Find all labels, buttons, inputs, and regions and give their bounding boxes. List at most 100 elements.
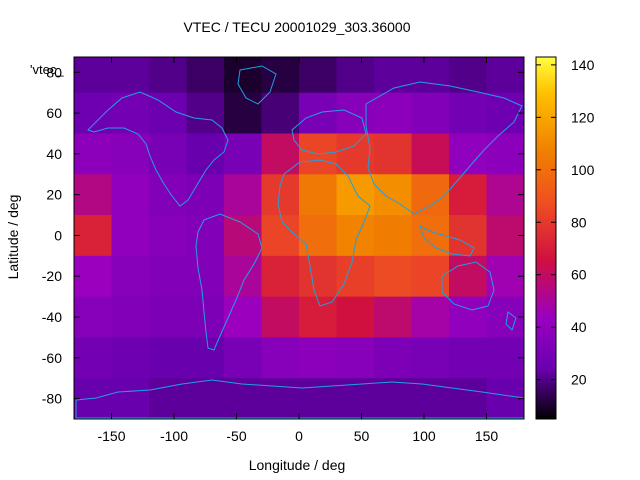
heatmap-cell [74,215,112,257]
heatmap-cell [336,57,375,94]
x-tick-label: -50 [226,428,246,444]
heatmap-cell [149,378,187,420]
heatmap-cell [486,215,524,257]
coast-new-zealand [505,311,517,331]
coast-greenland [237,65,277,105]
x-axis-ticks: -150 -100 -50 0 50 100 150 [97,57,498,444]
heatmap-cell [74,92,112,134]
heatmap-cell [111,255,150,298]
heatmap-cell [299,57,337,94]
heatmap-cell [449,255,487,298]
heatmap-cell [299,174,337,216]
heatmap-cell [449,57,487,94]
heatmap-cell [374,296,412,338]
heatmap-cell [261,92,300,134]
heatmap-cell [224,337,262,379]
heatmap-cell [261,174,300,216]
heatmap-cell [186,57,225,94]
heatmap-cell [224,133,262,175]
colorbar-tick-label: 80 [571,214,587,230]
heatmap-cell [374,378,412,420]
heatmap-cell [336,92,375,134]
heatmap-cell [336,174,375,216]
heatmap-cell [149,337,187,379]
heatmap-cell [224,57,262,94]
coast-southeast-asia [419,225,475,257]
coast-africa [277,159,371,307]
colorbar-tick-label: 20 [571,372,587,388]
heatmap-cell [486,174,524,216]
y-tick-label: 80 [46,64,62,80]
heatmap-cell [111,215,150,257]
heatmap-cell [411,337,450,379]
heatmap-cell [186,255,225,298]
heatmap-cell [224,215,262,257]
colorbar-tick-label: 100 [571,162,595,178]
heatmap-cell [486,378,524,420]
heatmap-cells [74,57,524,420]
heatmap-cell [186,337,225,379]
y-tick-label: -80 [42,391,62,407]
colorbar-tick-label: 120 [571,109,595,125]
heatmap-cell [374,255,412,298]
heatmap-cell [486,133,524,175]
heatmap-cell [149,255,187,298]
x-tick-label: 100 [412,428,436,444]
heatmap-cell [149,174,187,216]
heatmap-cell [411,174,450,216]
heatmap-cell [449,92,487,134]
heatmap-cell [299,337,337,379]
heatmap-cell [224,92,262,134]
heatmap-cell [74,255,112,298]
x-tick-label: 0 [295,428,303,444]
y-tick-label: -40 [42,309,62,325]
coast-south-america [195,213,263,351]
heatmap-cell [261,57,300,94]
heatmap-cell [224,296,262,338]
x-tick-label: -150 [97,428,125,444]
heatmap-cell [111,296,150,338]
x-axis-label: Longitude / deg [249,457,346,473]
y-tick-label: -60 [42,350,62,366]
heatmap-cell [224,255,262,298]
colorbar [535,56,557,420]
heatmap-cell [261,296,300,338]
legend-key-label: 'vtec_ [30,62,64,77]
heatmap-cell [411,378,450,420]
heatmap-cell [111,57,150,94]
heatmap-cell [74,337,112,379]
y-tick-label: 20 [46,187,62,203]
heatmap-cell [111,133,150,175]
heatmap-cell [74,133,112,175]
coast-asia [365,81,523,215]
heatmap-cell [449,378,487,420]
heatmap-cell [261,215,300,257]
heatmap-cell [486,296,524,338]
colorbar-tick-label: 140 [571,57,595,73]
heatmap-cell [261,255,300,298]
heatmap-cell [186,133,225,175]
heatmap-cell [111,337,150,379]
heatmap-cell [411,133,450,175]
heatmap-cell [261,337,300,379]
heatmap-cell [186,215,225,257]
heatmap-cell [374,215,412,257]
heatmap-cell [449,215,487,257]
heatmap-cell [374,92,412,134]
heatmap-cell [374,174,412,216]
heatmap-cell [186,174,225,216]
heatmap-cell [149,133,187,175]
colorbar-tick-label: 60 [571,267,587,283]
heatmap-cell [411,255,450,298]
x-tick-label: -100 [160,428,188,444]
y-tick-label: 0 [54,227,62,243]
heatmap-cell [486,255,524,298]
heatmap-cell [449,296,487,338]
heatmap-cell [374,57,412,94]
chart-title: VTEC / TECU 20001029_303.36000 [183,19,410,35]
heatmap-cell [74,378,112,420]
y-tick-label: -20 [42,268,62,284]
heatmap-cell [186,92,225,134]
heatmap-cell [74,57,112,94]
coast-australia [441,261,495,311]
